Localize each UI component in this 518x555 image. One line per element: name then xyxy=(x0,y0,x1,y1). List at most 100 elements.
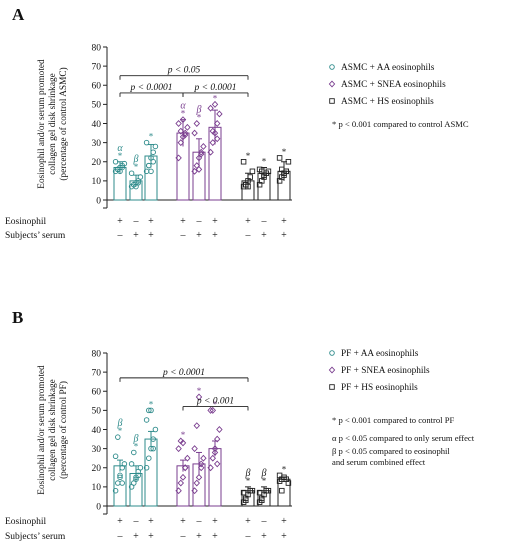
significance-mark: β xyxy=(117,418,123,429)
serum-row-symbol: – xyxy=(117,531,124,542)
significance-mark: * xyxy=(282,147,287,157)
data-point xyxy=(216,426,223,433)
data-point xyxy=(207,406,214,414)
data-point xyxy=(209,127,217,135)
data-point xyxy=(117,474,123,481)
data-point xyxy=(276,472,283,479)
significance-mark: β xyxy=(261,468,267,479)
data-point xyxy=(150,436,156,442)
data-point xyxy=(213,135,221,143)
data-point xyxy=(211,100,219,108)
eosinophil-row-symbol: + xyxy=(212,216,218,227)
serum-row-symbol: + xyxy=(212,230,218,241)
data-point xyxy=(211,129,219,137)
serum-row-symbol: + xyxy=(196,230,202,241)
data-point xyxy=(150,149,156,155)
data-point xyxy=(181,464,189,472)
y-tick-label: 0 xyxy=(96,502,101,512)
legend-entry: ASMC + SNEA eosinophils xyxy=(328,80,446,90)
serum-row-symbol: – xyxy=(180,230,187,241)
data-point xyxy=(265,487,272,494)
serum-row-symbol: – xyxy=(117,230,124,241)
legend-entry: PF + SNEA eosinophils xyxy=(328,366,430,376)
data-point xyxy=(211,445,219,453)
significance-mark: * xyxy=(246,151,251,161)
data-point xyxy=(175,154,182,162)
significance-mark: α xyxy=(180,101,186,112)
legend-label: PF + SNEA eosinophils xyxy=(341,366,430,376)
bar-group: * xyxy=(175,430,191,507)
data-point xyxy=(148,445,154,452)
significance-mark: * xyxy=(134,162,139,172)
data-point xyxy=(211,448,219,456)
data-point xyxy=(146,407,152,414)
data-point xyxy=(195,165,203,173)
footnote: β p < 0.05 compared to eosinophil xyxy=(332,446,450,456)
bar-group: * xyxy=(143,132,159,201)
legend-label: PF + HS eosinophils xyxy=(341,383,418,393)
eosinophil-row-symbol: + xyxy=(281,516,287,527)
legend-marker xyxy=(328,366,336,374)
legend-marker xyxy=(329,350,335,356)
y-axis-label-line: collagen gel disk shrinkage xyxy=(48,379,58,480)
data-point xyxy=(243,497,249,504)
eosinophil-row-symbol: – xyxy=(261,516,268,527)
serum-row-symbol: + xyxy=(261,531,267,542)
serum-row-symbol: + xyxy=(281,230,287,241)
panel-label: B xyxy=(12,308,23,327)
data-point xyxy=(207,148,214,156)
bracket-label: p < 0.0001 xyxy=(129,83,172,93)
data-point xyxy=(181,131,189,139)
data-point xyxy=(240,158,247,165)
data-point xyxy=(200,454,207,462)
legend-marker xyxy=(328,80,336,88)
data-point xyxy=(193,120,201,127)
data-point xyxy=(152,143,159,150)
significance-mark: * xyxy=(262,476,267,486)
bracket-label: p < 0.05 xyxy=(167,66,201,76)
data-point xyxy=(200,142,207,150)
significance-mark: * xyxy=(282,464,287,474)
data-point xyxy=(197,150,205,158)
eosinophil-row-symbol: + xyxy=(148,216,154,227)
data-point xyxy=(152,426,159,433)
data-point xyxy=(191,487,198,495)
data-point xyxy=(207,104,214,112)
y-tick-label: 80 xyxy=(92,349,102,359)
significance-mark: * xyxy=(149,132,154,142)
eosinophil-row-symbol: – xyxy=(196,216,203,227)
data-point xyxy=(137,465,144,471)
eosinophil-row-symbol: + xyxy=(281,216,287,227)
footnote: and serum combined effect xyxy=(332,457,426,467)
panel-label: A xyxy=(12,5,25,24)
bar-group: * xyxy=(256,156,272,201)
data-point xyxy=(209,139,217,147)
y-tick-label: 30 xyxy=(92,139,102,149)
significance-mark: * xyxy=(181,109,186,119)
serum-row-symbol: + xyxy=(148,531,154,542)
data-point xyxy=(249,168,256,175)
legend-marker xyxy=(329,98,335,104)
legend-entry: PF + AA eosinophils xyxy=(329,349,419,359)
significance-bracket: p < 0.0001 xyxy=(119,368,249,382)
legend-label: ASMC + SNEA eosinophils xyxy=(341,80,446,90)
significance-mark: * xyxy=(213,93,218,103)
eosinophil-row-symbol: + xyxy=(245,216,251,227)
footnote: α p < 0.05 compared to only serum effect xyxy=(332,433,475,443)
data-point xyxy=(193,422,201,430)
serum-row-symbol: + xyxy=(196,531,202,542)
bar-group: * xyxy=(207,93,223,201)
serum-row-symbol: + xyxy=(281,531,287,542)
data-point xyxy=(112,453,119,460)
data-point xyxy=(209,454,217,462)
y-axis-label-line: Eosinophil and/or serum promoted xyxy=(37,365,47,495)
data-point xyxy=(177,127,185,135)
data-point xyxy=(175,120,182,127)
data-point xyxy=(131,449,137,456)
legend-label: ASMC + HS eosinophils xyxy=(341,97,434,107)
bar-group: *α xyxy=(112,143,128,201)
y-tick-label: 30 xyxy=(92,445,102,455)
y-tick-label: 50 xyxy=(92,407,102,417)
data-point xyxy=(115,434,121,440)
